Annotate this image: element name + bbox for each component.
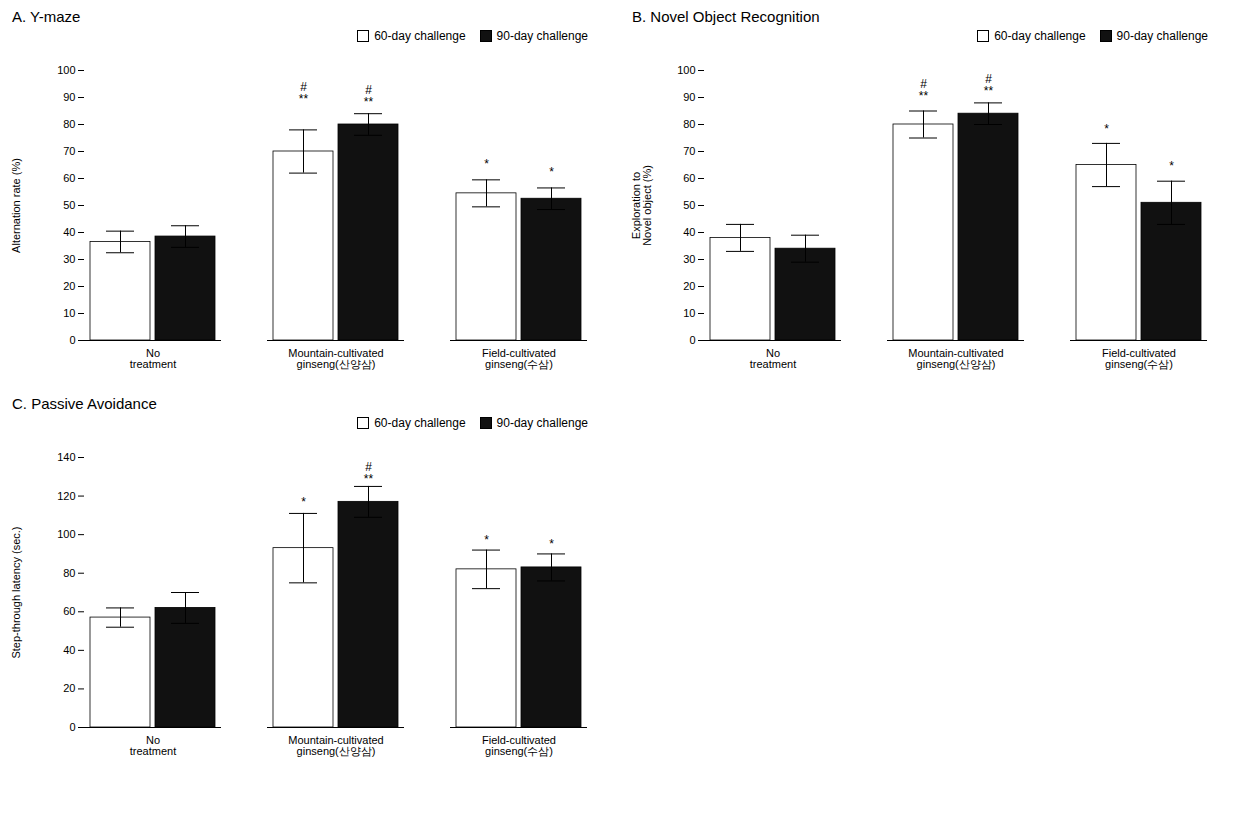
- html-text:C. Passive Avoidance: C. Passive Avoidance: [12, 395, 157, 412]
- svg-text:#**: #**: [299, 80, 309, 106]
- svg-text:60: 60: [63, 172, 75, 184]
- svg-text:Exploration toNovel object (%): Exploration toNovel object (%): [630, 165, 653, 246]
- svg-text:80: 80: [63, 567, 75, 579]
- svg-text:*: *: [549, 165, 554, 179]
- svg-text:*: *: [1169, 159, 1174, 173]
- svg-text:40: 40: [63, 644, 75, 656]
- svg-text:#**: #**: [364, 460, 374, 486]
- svg-text:0: 0: [69, 334, 75, 346]
- svg-text:*: *: [484, 533, 489, 547]
- svg-text:Mountain-cultivatedginseng(산양삼: Mountain-cultivatedginseng(산양삼): [908, 347, 1003, 370]
- svg-text:Step-through latency (sec.): Step-through latency (sec.): [10, 526, 22, 658]
- svg-text:20: 20: [63, 280, 75, 292]
- svg-text:70: 70: [63, 145, 75, 157]
- svg-text:Notreatment: Notreatment: [750, 347, 796, 370]
- html-text:90-day challenge: 90-day challenge: [496, 29, 588, 43]
- svg-text:Notreatment: Notreatment: [130, 734, 176, 757]
- html-text:B. Novel Object Recognition: B. Novel Object Recognition: [632, 8, 820, 25]
- svg-text:Mountain-cultivatedginseng(산양삼: Mountain-cultivatedginseng(산양삼): [288, 347, 383, 370]
- svg-text:90: 90: [683, 91, 695, 103]
- svg-text:Field-cultivatedginseng(수삼): Field-cultivatedginseng(수삼): [1102, 347, 1176, 370]
- svg-text:*: *: [301, 495, 306, 509]
- svg-text:#**: #**: [364, 83, 374, 109]
- html-text:90-day challenge: 90-day challenge: [1116, 29, 1208, 43]
- svg-text:20: 20: [683, 280, 695, 292]
- svg-text:20: 20: [63, 682, 75, 694]
- html-text:90-day challenge: 90-day challenge: [496, 416, 588, 430]
- svg-text:140: 140: [57, 451, 75, 463]
- svg-text:90: 90: [63, 91, 75, 103]
- svg-text:0: 0: [69, 721, 75, 733]
- svg-text:10: 10: [683, 307, 695, 319]
- svg-text:0: 0: [689, 334, 695, 346]
- svg-text:40: 40: [683, 226, 695, 238]
- svg-text:Alternation rate (%): Alternation rate (%): [10, 158, 22, 253]
- svg-text:120: 120: [57, 490, 75, 502]
- svg-text:60: 60: [63, 605, 75, 617]
- svg-text:80: 80: [63, 118, 75, 130]
- svg-text:Mountain-cultivatedginseng(산양삼: Mountain-cultivatedginseng(산양삼): [288, 734, 383, 757]
- html-text:A. Y-maze: A. Y-maze: [12, 8, 81, 25]
- svg-text:60: 60: [683, 172, 695, 184]
- svg-text:*: *: [549, 537, 554, 551]
- svg-text:10: 10: [63, 307, 75, 319]
- svg-text:Notreatment: Notreatment: [130, 347, 176, 370]
- svg-text:40: 40: [63, 226, 75, 238]
- svg-text:Field-cultivatedginseng(수삼): Field-cultivatedginseng(수삼): [482, 734, 556, 757]
- svg-text:70: 70: [683, 145, 695, 157]
- svg-text:50: 50: [63, 199, 75, 211]
- svg-text:80: 80: [683, 118, 695, 130]
- svg-text:30: 30: [683, 253, 695, 265]
- svg-text:50: 50: [683, 199, 695, 211]
- html-text:60-day challenge: 60-day challenge: [994, 29, 1086, 43]
- svg-text:Field-cultivatedginseng(수삼): Field-cultivatedginseng(수삼): [482, 347, 556, 370]
- svg-text:100: 100: [57, 528, 75, 540]
- svg-text:30: 30: [63, 253, 75, 265]
- html-text:60-day challenge: 60-day challenge: [374, 29, 466, 43]
- svg-text:100: 100: [57, 64, 75, 76]
- svg-text:100: 100: [677, 64, 695, 76]
- html-text:60-day challenge: 60-day challenge: [374, 416, 466, 430]
- svg-text:*: *: [1104, 122, 1109, 136]
- svg-text:*: *: [484, 157, 489, 171]
- svg-text:#**: #**: [919, 77, 929, 103]
- svg-text:#**: #**: [984, 72, 994, 98]
